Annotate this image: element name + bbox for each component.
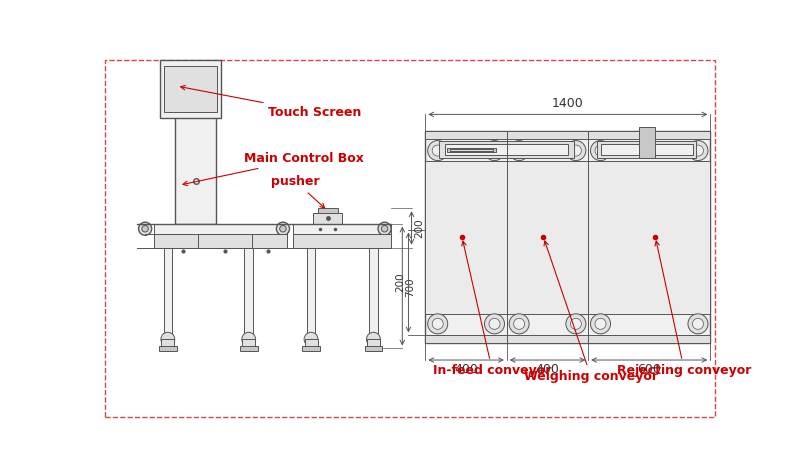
Bar	[160, 60, 222, 118]
Bar	[450, 149, 493, 151]
Circle shape	[514, 318, 525, 329]
Bar	[162, 339, 174, 351]
Bar	[307, 248, 315, 339]
Text: In-feed conveyor: In-feed conveyor	[433, 241, 551, 377]
Circle shape	[280, 226, 286, 232]
Circle shape	[570, 318, 582, 329]
Bar	[305, 339, 318, 351]
Circle shape	[277, 222, 290, 235]
Circle shape	[428, 314, 448, 334]
Text: Touch Screen: Touch Screen	[181, 85, 361, 119]
Bar	[426, 160, 710, 314]
Text: 200: 200	[395, 273, 406, 292]
Circle shape	[161, 332, 174, 346]
Circle shape	[142, 226, 148, 232]
Bar	[367, 339, 380, 351]
Circle shape	[566, 141, 586, 160]
Circle shape	[489, 145, 500, 156]
Circle shape	[509, 314, 529, 334]
Bar	[447, 147, 496, 152]
Circle shape	[688, 141, 708, 160]
Text: Main Control Box: Main Control Box	[183, 152, 364, 185]
Circle shape	[485, 314, 505, 334]
Circle shape	[382, 226, 388, 232]
Bar	[426, 131, 710, 139]
Bar	[154, 224, 287, 234]
Circle shape	[428, 141, 448, 160]
Bar	[302, 346, 320, 351]
Bar	[369, 248, 378, 339]
Bar	[318, 208, 338, 213]
Bar	[426, 336, 710, 343]
Circle shape	[693, 318, 703, 329]
Bar	[446, 144, 568, 155]
Bar	[293, 224, 390, 234]
Circle shape	[566, 314, 586, 334]
Bar	[313, 213, 342, 224]
Circle shape	[489, 318, 500, 329]
Circle shape	[432, 145, 443, 156]
Circle shape	[138, 222, 152, 235]
Bar	[245, 248, 253, 339]
Circle shape	[590, 314, 610, 334]
Bar	[164, 66, 217, 112]
Circle shape	[693, 145, 703, 156]
Bar	[154, 234, 287, 248]
Text: Rejecting conveyor: Rejecting conveyor	[617, 241, 751, 377]
Circle shape	[590, 141, 610, 160]
Circle shape	[509, 141, 529, 160]
Circle shape	[242, 332, 256, 346]
Bar	[598, 141, 697, 158]
Circle shape	[378, 222, 391, 235]
Bar	[293, 234, 390, 248]
Text: 400: 400	[535, 363, 559, 376]
Text: 1400: 1400	[552, 97, 584, 110]
Text: 600: 600	[638, 363, 661, 376]
Bar	[426, 131, 710, 343]
Circle shape	[432, 318, 443, 329]
Circle shape	[485, 141, 505, 160]
Bar	[175, 112, 216, 224]
Circle shape	[366, 332, 380, 346]
Text: Weighing conveyor: Weighing conveyor	[524, 241, 658, 383]
Text: 200: 200	[414, 218, 425, 238]
Bar	[159, 346, 177, 351]
Circle shape	[514, 145, 525, 156]
Circle shape	[688, 314, 708, 334]
Circle shape	[595, 318, 606, 329]
Circle shape	[570, 145, 582, 156]
Bar	[639, 127, 654, 158]
Circle shape	[304, 332, 318, 346]
Text: 400: 400	[454, 363, 478, 376]
Text: pusher: pusher	[271, 175, 325, 208]
Bar	[439, 141, 574, 158]
Bar	[240, 346, 258, 351]
Bar	[601, 144, 694, 155]
Text: 700: 700	[406, 278, 415, 297]
Circle shape	[595, 145, 606, 156]
Bar	[365, 346, 382, 351]
Bar	[242, 339, 255, 351]
Bar	[163, 248, 172, 339]
